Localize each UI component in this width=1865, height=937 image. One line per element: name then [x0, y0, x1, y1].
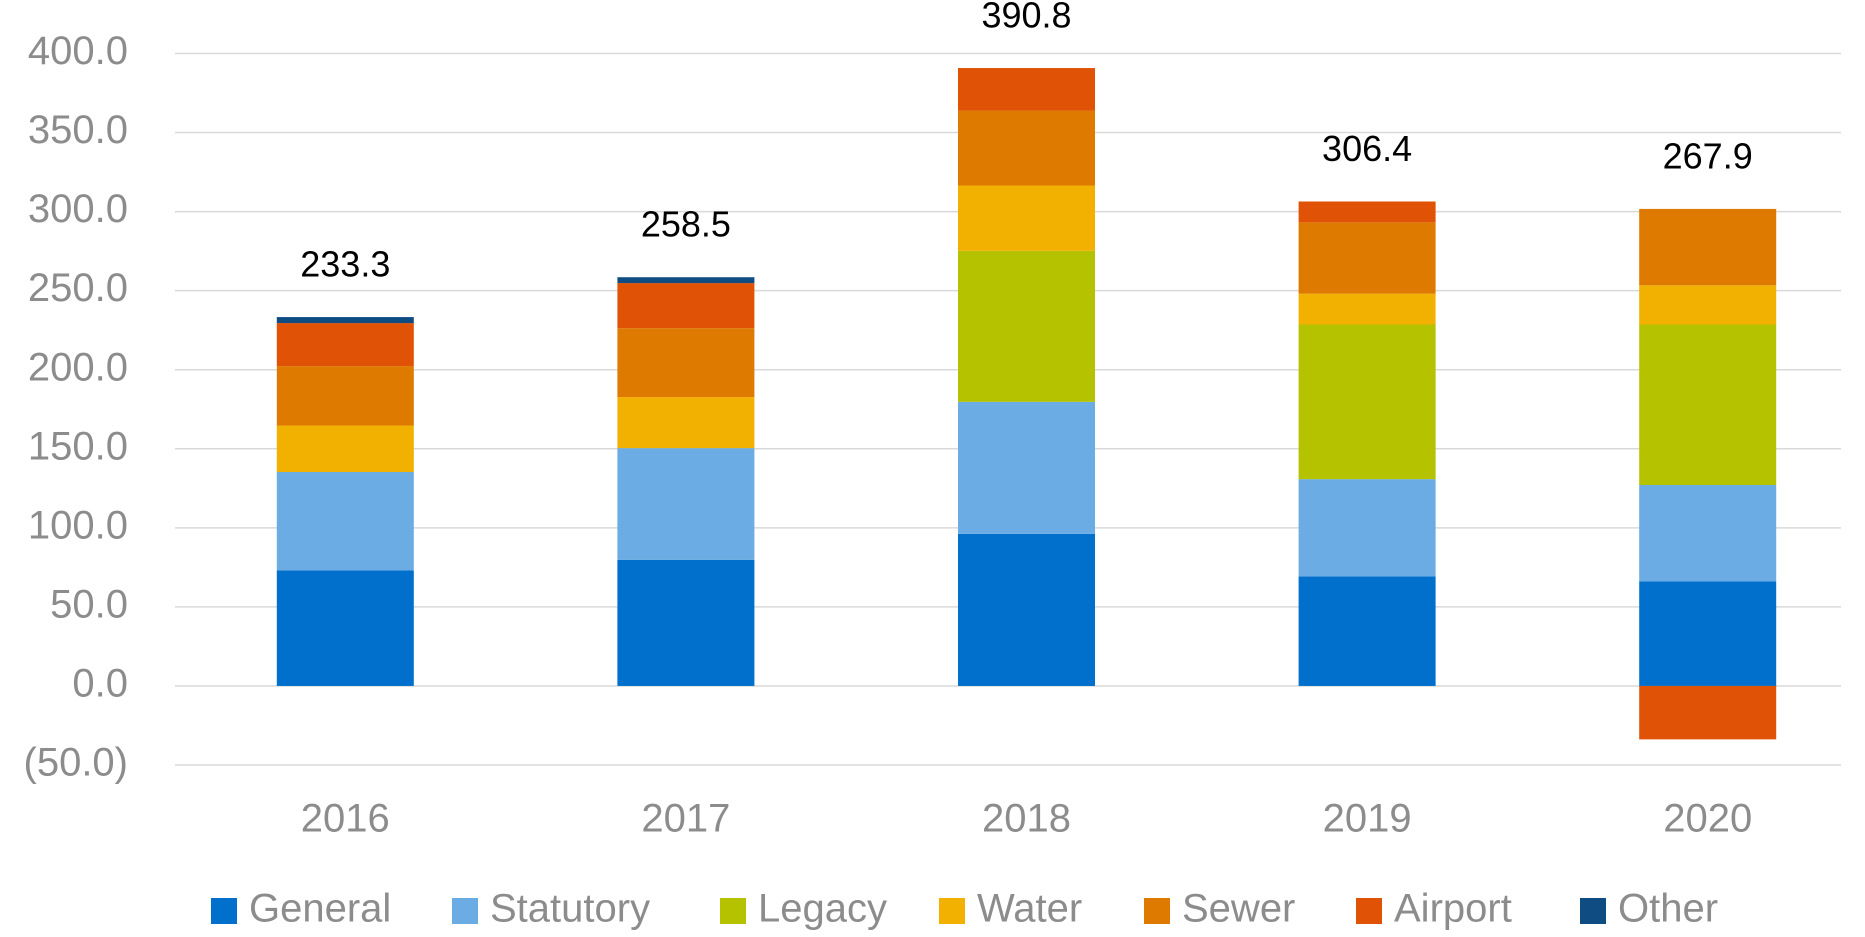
bar-segment	[1298, 479, 1436, 577]
bar-segment	[617, 277, 755, 284]
bar-segment	[1639, 484, 1777, 582]
legend-swatch	[452, 898, 478, 924]
y-tick-label: 300.0	[28, 187, 128, 231]
total-label: 390.8	[981, 0, 1071, 36]
x-tick-label: 2016	[301, 797, 390, 841]
legend-swatch	[1580, 898, 1606, 924]
bar-segment	[617, 328, 755, 398]
bar-segment	[1298, 222, 1436, 294]
total-label: 306.4	[1322, 128, 1412, 169]
legend-swatch	[939, 898, 965, 924]
legend-label: Other	[1618, 887, 1718, 931]
y-tick-label: 150.0	[28, 424, 128, 468]
y-tick-label: 0.0	[72, 662, 128, 706]
legend-swatch	[1144, 898, 1170, 924]
legend-swatch	[720, 898, 746, 924]
bar-segment	[1298, 324, 1436, 480]
x-tick-label: 2017	[641, 797, 730, 841]
bar-segment	[958, 185, 1095, 251]
bar-segment	[1639, 208, 1777, 286]
x-tick-label: 2020	[1663, 797, 1752, 841]
bar-segment	[276, 366, 414, 426]
bar-segment	[958, 68, 1095, 111]
bar-segment	[1298, 576, 1436, 686]
bar-segment	[1639, 285, 1777, 325]
legend-label: Airport	[1394, 887, 1512, 931]
legend-label: Legacy	[758, 887, 887, 931]
y-tick-label: 200.0	[28, 345, 128, 389]
y-tick-label: 100.0	[28, 503, 128, 547]
y-tick-label: 250.0	[28, 266, 128, 310]
bar-segment	[276, 570, 414, 686]
total-label: 258.5	[641, 204, 731, 245]
total-label: 233.3	[300, 244, 390, 285]
y-tick-label: (50.0)	[24, 741, 129, 785]
bar-segment	[1639, 581, 1777, 686]
bar-segment	[958, 110, 1095, 186]
bar-segment	[276, 425, 414, 473]
legend-label: Water	[977, 887, 1082, 931]
legend-swatch	[1356, 898, 1382, 924]
bar-segment	[617, 448, 755, 560]
total-label: 267.9	[1663, 135, 1753, 176]
bar-segment	[958, 250, 1095, 402]
y-tick-label: 50.0	[50, 582, 128, 626]
legend-swatch	[211, 898, 237, 924]
y-tick-label: 400.0	[28, 29, 128, 73]
bar-segment	[617, 283, 755, 329]
bar-segment	[276, 317, 414, 324]
bar-segment	[958, 533, 1095, 686]
bar-segment	[958, 401, 1095, 534]
bar-segment	[276, 323, 414, 367]
bar-segment	[1298, 293, 1436, 325]
legend-label: Sewer	[1182, 887, 1295, 931]
legend-label: General	[249, 887, 391, 931]
x-tick-label: 2018	[982, 797, 1071, 841]
bar-segment	[617, 397, 755, 449]
bar-segment	[1639, 685, 1777, 740]
bar-segment	[1298, 201, 1436, 223]
y-tick-label: 350.0	[28, 108, 128, 152]
legend-label: Statutory	[490, 887, 650, 931]
bar-segment	[1639, 324, 1777, 485]
bar-segment	[617, 559, 755, 686]
bar-segment	[276, 472, 414, 571]
x-tick-label: 2019	[1323, 797, 1412, 841]
